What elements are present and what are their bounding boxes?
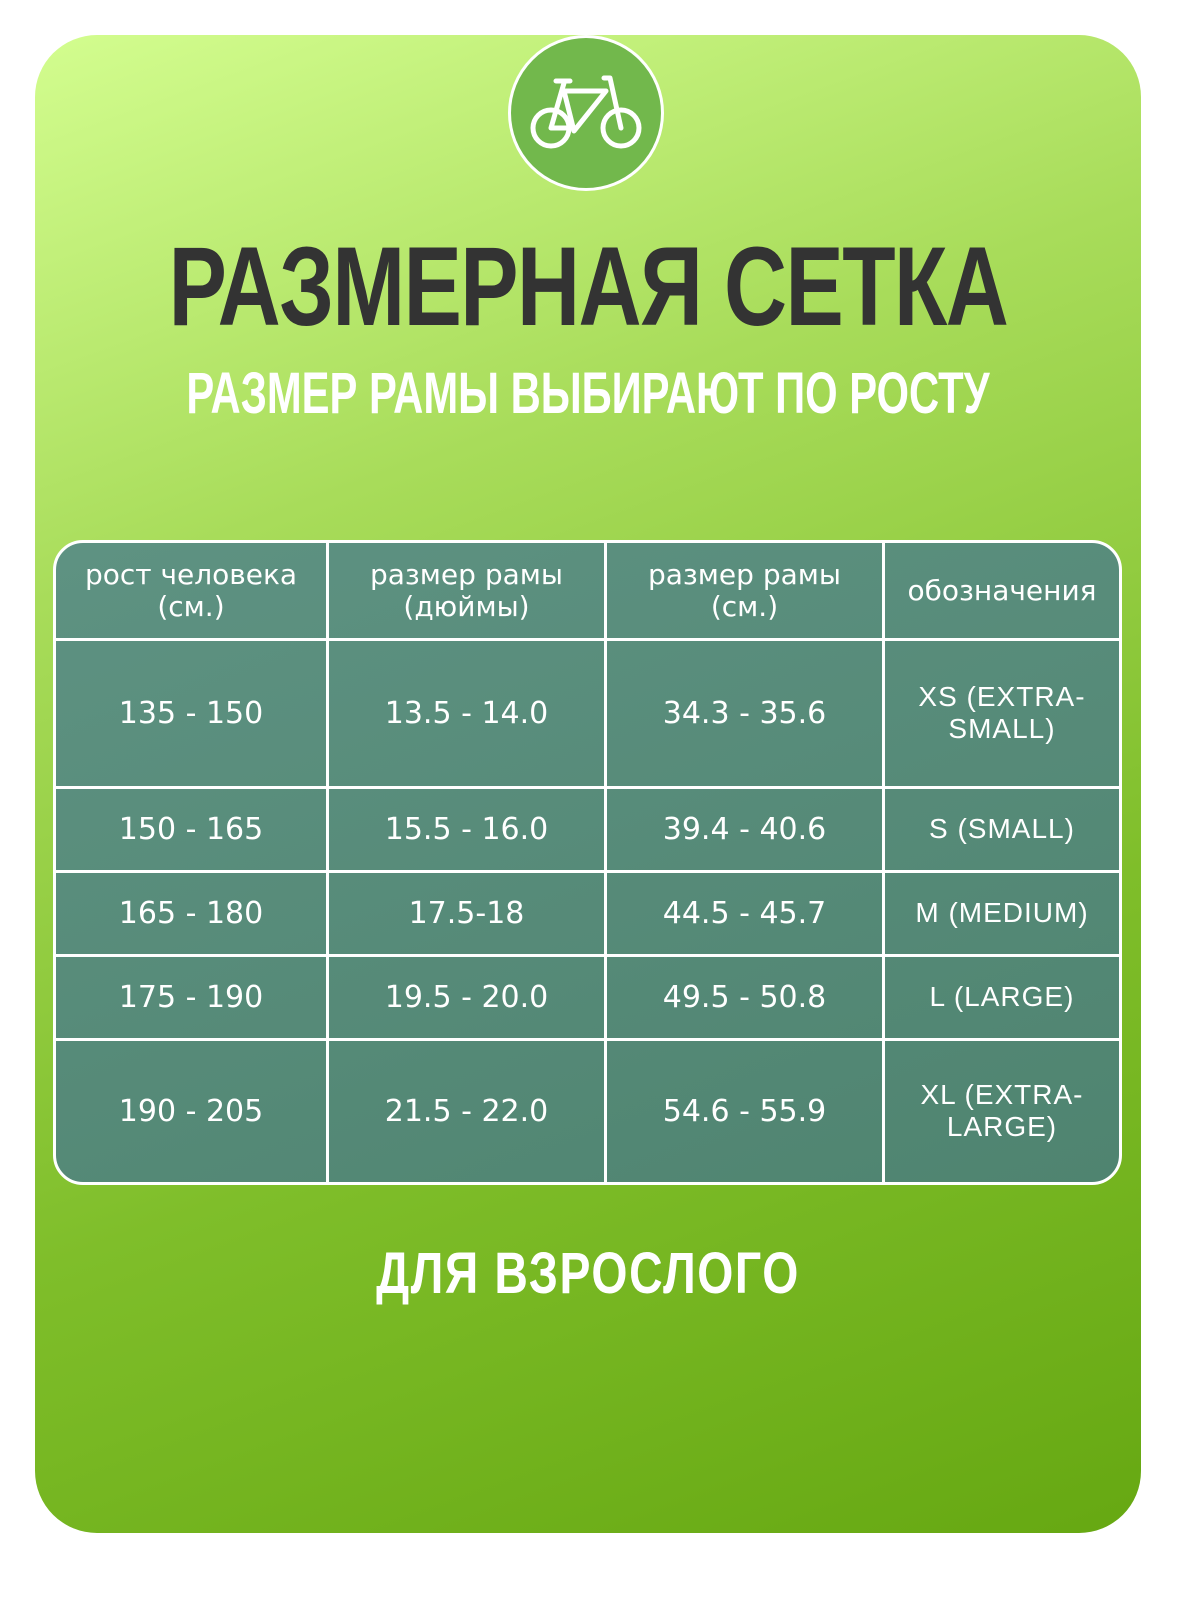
header-cell: рост человека (см.) <box>56 543 329 641</box>
table-header-row: рост человека (см.) размер рамы (дюймы) ра… <box>56 543 1119 641</box>
frame-inches-cell: 13.5 - 14.0 <box>329 641 607 789</box>
table-row: 150 - 165 15.5 - 16.0 39.4 - 40.6 S (SMA… <box>56 788 1119 873</box>
frame-cm-cell: 44.5 - 45.7 <box>607 872 885 957</box>
header-line: обозначения <box>907 573 1097 607</box>
table-row: 165 - 180 17.5-18 44.5 - 45.7 M (MEDIUM) <box>56 872 1119 957</box>
frame-cm-cell: 54.6 - 55.9 <box>607 1040 885 1182</box>
header-cell: размер рамы (см.) <box>607 543 885 641</box>
frame-cm-cell: 34.3 - 35.6 <box>607 641 885 789</box>
height-cell: 135 - 150 <box>56 641 329 789</box>
size-label-cell: XL (EXTRA-LARGE) <box>920 1079 1084 1143</box>
height-cell: 190 - 205 <box>56 1040 329 1182</box>
header-cell: размер рамы (дюймы) <box>329 543 607 641</box>
height-cell: 165 - 180 <box>56 872 329 957</box>
size-table: рост человека (см.) размер рамы (дюймы) ра… <box>53 540 1122 1185</box>
header-line: (см.) <box>710 589 779 623</box>
page-subtitle: РАЗМЕР РАМЫ ВЫБИРАЮТ ПО РОСТУ <box>186 361 990 426</box>
frame-inches-cell: 15.5 - 16.0 <box>329 788 607 873</box>
table-row: 135 - 150 13.5 - 14.0 34.3 - 35.6 XS (EX… <box>56 641 1119 789</box>
footer-caption: ДЛЯ ВЗРОСЛОГО <box>376 1241 800 1306</box>
height-cell: 175 - 190 <box>56 956 329 1041</box>
frame-cm-cell: 39.4 - 40.6 <box>607 788 885 873</box>
bicycle-icon <box>530 75 642 149</box>
table-row: 190 - 205 21.5 - 22.0 54.6 - 55.9 XL (EX… <box>56 1040 1119 1182</box>
header-cell: обозначения <box>885 543 1119 641</box>
page-title: РАЗМЕРНАЯ СЕТКА <box>168 224 1009 349</box>
height-cell: 150 - 165 <box>56 788 329 873</box>
frame-inches-cell: 21.5 - 22.0 <box>329 1040 607 1182</box>
header-line: рост человека <box>84 557 298 591</box>
size-label-cell: L (LARGE) <box>885 957 1119 1041</box>
frame-inches-cell: 19.5 - 20.0 <box>329 956 607 1041</box>
header-line: размер рамы <box>369 557 563 591</box>
header-line: размер рамы <box>647 557 841 591</box>
size-label-cell: S (SMALL) <box>885 789 1119 873</box>
header-line: (дюймы) <box>403 589 530 623</box>
table-row: 175 - 190 19.5 - 20.0 49.5 - 50.8 L (LAR… <box>56 956 1119 1041</box>
frame-inches-cell: 17.5-18 <box>329 872 607 957</box>
logo <box>508 35 664 191</box>
size-label-cell: M (MEDIUM) <box>885 873 1119 957</box>
frame-cm-cell: 49.5 - 50.8 <box>607 956 885 1041</box>
size-label-cell: XS (EXTRA-SMALL) <box>885 641 1119 789</box>
header-line: (см.) <box>157 589 225 623</box>
